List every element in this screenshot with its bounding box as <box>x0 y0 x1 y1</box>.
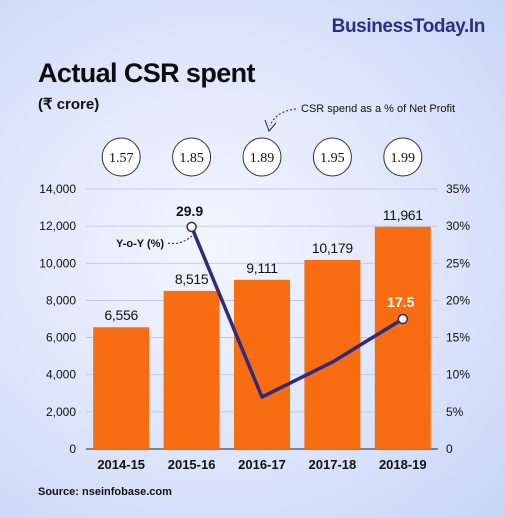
x-tick-label: 2016-17 <box>238 457 286 472</box>
y2-tick-label: 25% <box>446 256 470 270</box>
yoy-point-label: 17.5 <box>387 294 414 310</box>
y2-tick-label: 0 <box>446 442 453 456</box>
yoy-point <box>186 221 197 233</box>
bar <box>234 279 290 449</box>
yoy-point <box>397 313 409 325</box>
y-tick-label: 14,000 <box>39 182 76 196</box>
pct-value: 1.89 <box>250 151 275 166</box>
bar <box>93 327 150 449</box>
csr-note-arrow <box>269 108 297 127</box>
y2-tick-label: 10% <box>446 368 470 382</box>
yoy-line <box>189 226 404 399</box>
pct-value: 1.95 <box>320 151 345 166</box>
y-tick-label: 12,000 <box>39 219 76 233</box>
csr-note: CSR spend as a % of Net Profit <box>301 103 456 115</box>
y-tick-label: 0 <box>69 442 76 456</box>
x-tick-label: 2014-15 <box>97 457 145 472</box>
y2-tick-label: 35% <box>446 182 470 196</box>
bar-value-label: 6,556 <box>104 307 138 323</box>
bar <box>374 226 431 449</box>
y-tick-label: 10,000 <box>39 256 76 270</box>
pct-circle <box>101 137 141 177</box>
y-tick-label: 8,000 <box>46 293 76 307</box>
y2-tick-label: 5% <box>446 405 464 419</box>
pct-value: 1.57 <box>109 151 134 166</box>
y-tick-label: 4,000 <box>46 368 76 382</box>
y2-tick-label: 15% <box>446 331 470 345</box>
pct-value: 1.85 <box>179 151 204 166</box>
chart-title: Actual CSR spent <box>38 58 256 88</box>
bar-value-label: 10,179 <box>312 240 354 256</box>
y2-tick-label: 30% <box>446 219 470 233</box>
yoy-point-label: 29.9 <box>176 203 203 219</box>
y2-tick-label: 20% <box>446 293 470 307</box>
csr-note-arrowhead <box>264 119 277 132</box>
pct-circle <box>383 137 423 177</box>
brand-logo: BusinessToday.In <box>331 16 486 37</box>
x-tick-label: 2015-16 <box>168 457 216 472</box>
yoy-legend-label: Y-o-Y (%) <box>116 238 164 250</box>
y-tick-label: 2,000 <box>46 405 76 419</box>
bar-value-label: 11,961 <box>383 207 423 223</box>
x-tick-label: 2017-18 <box>309 457 357 472</box>
pct-circle <box>312 137 352 177</box>
bar <box>304 259 361 449</box>
pct-circle <box>242 137 282 177</box>
y-tick-label: 6,000 <box>46 331 76 345</box>
source-note: Source: nseinfobase.com <box>38 486 172 498</box>
x-tick-label: 2018-19 <box>379 457 427 472</box>
yoy-leader <box>167 231 197 244</box>
pct-circle <box>172 137 212 177</box>
bar <box>163 290 220 449</box>
unit-label: (₹ crore) <box>38 96 100 113</box>
bar-value-label: 8,515 <box>175 271 209 287</box>
bar-value-label: 9,111 <box>246 260 278 276</box>
pct-value: 1.99 <box>391 151 416 166</box>
